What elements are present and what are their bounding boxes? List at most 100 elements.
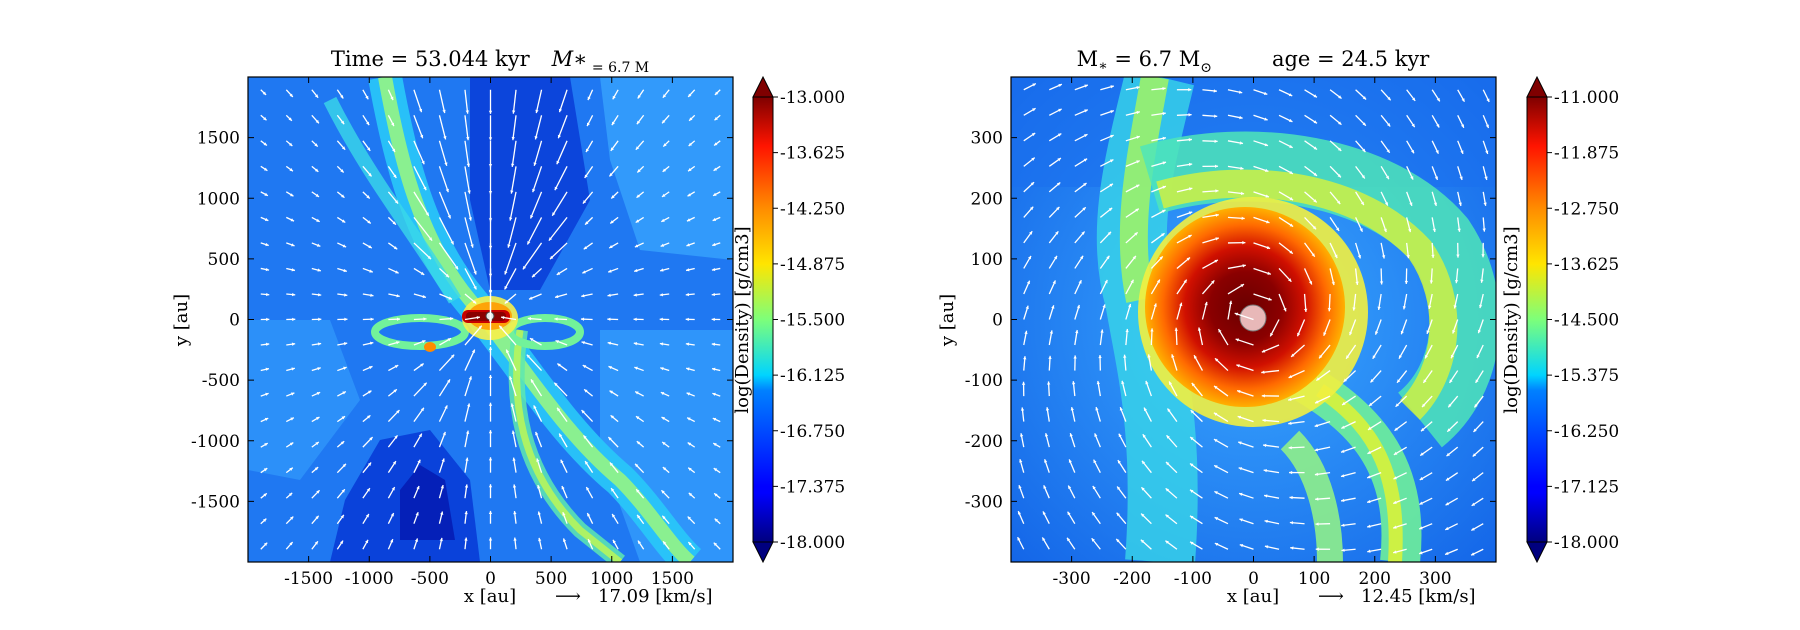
velocity-arrow bbox=[387, 114, 395, 127]
velocity-arrow bbox=[1261, 344, 1280, 353]
velocity-arrow bbox=[527, 316, 542, 321]
velocity-arrow bbox=[556, 267, 568, 276]
velocity-arrow bbox=[1189, 489, 1203, 499]
velocity-arrow bbox=[336, 114, 345, 125]
velocity-arrow bbox=[512, 484, 517, 499]
velocity-arrow bbox=[1318, 344, 1331, 359]
velocity-arrow bbox=[662, 140, 670, 148]
velocity-arrow bbox=[634, 366, 644, 372]
velocity-arrow bbox=[582, 435, 594, 448]
velocity-arrow bbox=[659, 317, 670, 322]
velocity-arrow bbox=[488, 89, 493, 114]
velocity-arrow bbox=[1151, 161, 1167, 167]
velocity-arrow bbox=[1278, 140, 1293, 149]
velocity-arrow bbox=[285, 417, 295, 423]
velocity-arrow bbox=[1304, 242, 1316, 258]
velocity-arrow bbox=[1366, 472, 1382, 479]
velocity-arrow bbox=[311, 342, 322, 346]
velocity-arrow bbox=[1475, 370, 1484, 384]
velocity-arrow bbox=[1304, 140, 1318, 151]
velocity-arrow bbox=[1314, 420, 1331, 428]
velocity-arrow bbox=[607, 341, 619, 346]
velocity-arrow bbox=[1470, 523, 1484, 531]
velocity-arrow bbox=[711, 367, 721, 372]
velocity-arrow bbox=[311, 242, 321, 247]
velocity-arrow bbox=[1269, 319, 1280, 337]
velocity-arrow bbox=[661, 441, 670, 448]
velocity-arrow bbox=[1446, 421, 1459, 433]
velocity-arrow bbox=[611, 114, 619, 126]
velocity-arrow bbox=[1140, 513, 1152, 525]
velocity-arrow bbox=[633, 317, 644, 321]
velocity-arrow bbox=[526, 217, 543, 245]
velocity-arrow bbox=[1023, 157, 1036, 167]
velocity-arrow bbox=[1070, 406, 1076, 422]
velocity-arrow bbox=[285, 516, 294, 525]
velocity-arrow bbox=[1191, 382, 1203, 397]
velocity-arrow bbox=[661, 515, 670, 525]
velocity-arrow bbox=[1227, 89, 1243, 94]
velocity-arrow bbox=[1457, 166, 1463, 181]
velocity-arrow bbox=[285, 191, 294, 197]
velocity-arrow bbox=[1400, 319, 1408, 335]
velocity-arrow bbox=[1094, 433, 1101, 448]
velocity-arrow bbox=[608, 242, 619, 249]
velocity-arrow bbox=[607, 293, 619, 297]
velocity-arrow bbox=[1480, 268, 1484, 283]
velocity-arrow bbox=[1099, 279, 1108, 295]
velocity-arrow bbox=[1419, 472, 1433, 481]
velocity-arrow bbox=[464, 510, 468, 524]
velocity-arrow bbox=[1482, 166, 1488, 181]
velocity-arrow bbox=[1278, 242, 1294, 255]
velocity-arrow bbox=[1393, 497, 1407, 505]
velocity-arrow bbox=[1367, 421, 1382, 431]
velocity-arrow bbox=[712, 216, 721, 222]
velocity-arrow bbox=[533, 405, 543, 422]
density-panel-1: Time = 53.044 kyr M∗ = 6.7 M bbox=[171, 47, 845, 607]
velocity-arrow bbox=[1380, 217, 1387, 233]
colorbar-tick-label: -15.375 bbox=[1554, 366, 1619, 386]
velocity-arrow bbox=[413, 166, 427, 191]
velocity-arrow bbox=[488, 374, 493, 397]
velocity-arrow bbox=[1471, 472, 1484, 482]
velocity-arrow bbox=[260, 342, 270, 346]
velocity-arrow bbox=[413, 407, 425, 422]
velocity-arrow bbox=[1099, 207, 1113, 218]
velocity-arrow bbox=[1071, 381, 1076, 397]
velocity-arrow bbox=[1289, 521, 1305, 525]
velocity-arrow bbox=[1019, 459, 1025, 473]
velocity-arrow bbox=[1367, 446, 1382, 455]
panel2-y-ticks: -300 -200 -100 0 100 200 300 bbox=[965, 129, 1496, 512]
velocity-arrow bbox=[1289, 495, 1305, 500]
velocity-arrow bbox=[1235, 338, 1254, 346]
colorbar-tick-label: -18.000 bbox=[780, 533, 845, 553]
velocity-arrow bbox=[662, 540, 670, 550]
velocity-arrow bbox=[712, 242, 721, 247]
velocity-arrow bbox=[362, 242, 373, 249]
velocity-arrow bbox=[1418, 523, 1433, 530]
velocity-arrow bbox=[260, 165, 268, 172]
x-tick-label: -100 bbox=[1174, 569, 1212, 589]
velocity-arrow bbox=[1289, 470, 1305, 475]
velocity-arrow bbox=[336, 216, 346, 224]
velocity-arrow bbox=[285, 541, 294, 550]
velocity-arrow bbox=[661, 191, 670, 198]
velocity-arrow bbox=[687, 165, 696, 172]
velocity-arrow bbox=[1304, 165, 1318, 177]
velocity-arrow bbox=[464, 315, 481, 321]
velocity-arrow bbox=[413, 538, 419, 550]
velocity-arrow bbox=[438, 458, 445, 473]
velocity-arrow bbox=[1125, 328, 1129, 346]
velocity-arrow bbox=[387, 165, 397, 179]
velocity-arrow bbox=[1380, 114, 1391, 127]
velocity-arrow bbox=[1396, 370, 1408, 384]
velocity-arrow bbox=[464, 430, 470, 448]
x-tick-label: 100 bbox=[1298, 569, 1330, 589]
velocity-arrow bbox=[1482, 140, 1489, 155]
velocity-arrow bbox=[311, 391, 321, 397]
panel2-x-ticks: -300 -200 -100 0 100 200 300 bbox=[1053, 77, 1452, 589]
velocity-arrow bbox=[1420, 421, 1433, 432]
velocity-arrow bbox=[1314, 472, 1331, 476]
velocity-arrow bbox=[336, 440, 345, 448]
panel1-quiver-key-label: 17.09 [km/s] bbox=[598, 586, 713, 607]
